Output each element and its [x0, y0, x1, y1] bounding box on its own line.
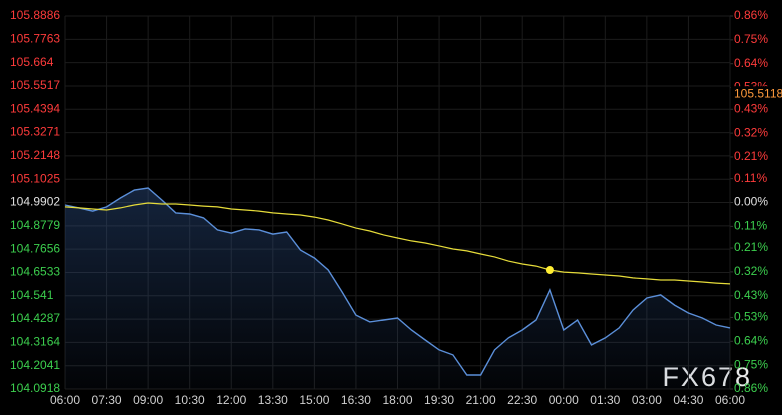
- x-tick-label: 19:30: [424, 393, 454, 407]
- x-tick-label: 00:00: [549, 393, 579, 407]
- y2-tick-label: 0.75%: [734, 357, 768, 371]
- last-price-box: [731, 86, 782, 103]
- x-tick-label: 12:00: [216, 393, 246, 407]
- x-tick-label: 06:00: [715, 393, 745, 407]
- area: [65, 188, 730, 389]
- y-tick-label: 104.6533: [10, 265, 60, 279]
- y-tick-label: 104.9902: [10, 195, 60, 209]
- y2-tick-label: 0.64%: [734, 56, 768, 70]
- y2-tick-label: 0.64%: [734, 333, 768, 347]
- y-tick-label: 104.4287: [10, 311, 60, 325]
- y-tick-label: 105.4394: [10, 101, 60, 115]
- x-tick-label: 03:00: [632, 393, 662, 407]
- y2-tick-label: 0.32%: [734, 125, 768, 139]
- x-tick-label: 22:30: [507, 393, 537, 407]
- x-tick-label: 15:00: [299, 393, 329, 407]
- y-tick-label: 104.3164: [10, 335, 60, 349]
- x-tick-label: 06:00: [50, 393, 80, 407]
- y2-tick-label: 0.32%: [734, 264, 768, 278]
- x-tick-label: 16:30: [341, 393, 371, 407]
- x-tick-label: 04:30: [673, 393, 703, 407]
- line: [64, 187, 731, 376]
- x-tick-label: 18:00: [382, 393, 412, 407]
- y2-tick-label: 0.21%: [734, 149, 768, 163]
- last-price-label: 105.5118: [734, 86, 782, 100]
- y-tick-label: 104.8779: [10, 218, 60, 232]
- highlight-point: [545, 266, 554, 275]
- y-tick-label: 105.7763: [10, 31, 60, 45]
- y2-tick-label: 0.86%: [734, 8, 768, 22]
- line: [64, 202, 731, 285]
- y2-tick-label: 0.43%: [734, 101, 768, 115]
- y2-tick-label: 0.11%: [734, 171, 767, 185]
- y-tick-label: 105.2148: [10, 148, 60, 162]
- y-tick-label: 104.2041: [10, 358, 60, 372]
- x-tick-label: 07:30: [92, 393, 122, 407]
- y-tick-label: 105.1025: [10, 171, 60, 185]
- y-tick-label: 105.5517: [10, 78, 60, 92]
- y-tick-label: 105.3271: [10, 125, 60, 139]
- y2-tick-label: 0.21%: [734, 240, 768, 254]
- y-tick-label: 105.8886: [10, 8, 60, 22]
- y2-tick-label: 0.11%: [734, 219, 767, 233]
- y2-tick-label: 0.75%: [734, 32, 768, 46]
- y-tick-label: 104.0918: [10, 381, 60, 395]
- y2-tick-label: 0.86%: [734, 381, 768, 395]
- y2-tick-label: 0.00%: [734, 195, 768, 209]
- x-tick-label: 13:30: [258, 393, 288, 407]
- y2-tick-label: 0.43%: [734, 288, 768, 302]
- y-tick-label: 104.541: [10, 288, 54, 302]
- x-tick-label: 10:30: [175, 393, 205, 407]
- x-tick-label: 09:00: [133, 393, 163, 407]
- y2-tick-label: 0.53%: [734, 310, 768, 324]
- x-tick-label: 01:30: [590, 393, 620, 407]
- y-tick-label: 105.664: [10, 55, 54, 69]
- x-tick-label: 21:00: [466, 393, 496, 407]
- y-tick-label: 104.7656: [10, 241, 60, 255]
